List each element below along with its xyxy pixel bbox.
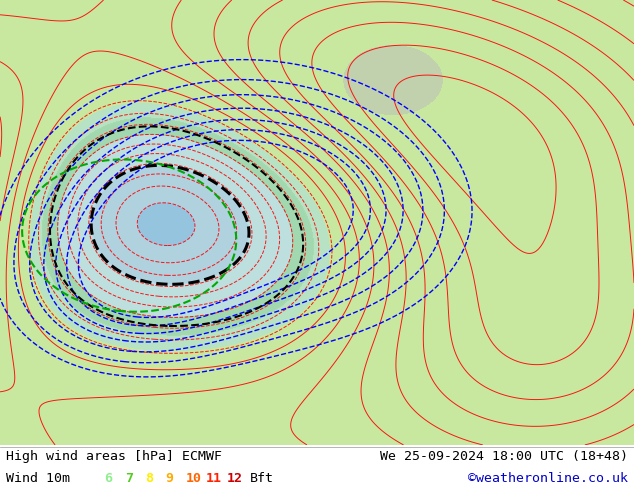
- Text: ©weatheronline.co.uk: ©weatheronline.co.uk: [468, 472, 628, 485]
- Text: 11: 11: [206, 472, 222, 485]
- Text: Bft: Bft: [250, 472, 274, 485]
- Text: 10: 10: [186, 472, 202, 485]
- Text: Wind 10m: Wind 10m: [6, 472, 70, 485]
- Text: High wind areas [hPa] ECMWF: High wind areas [hPa] ECMWF: [6, 450, 223, 463]
- Text: 9: 9: [165, 472, 174, 485]
- Text: We 25-09-2024 18:00 UTC (18+48): We 25-09-2024 18:00 UTC (18+48): [380, 450, 628, 463]
- Text: 8: 8: [145, 472, 153, 485]
- Text: 12: 12: [226, 472, 242, 485]
- Text: 6: 6: [105, 472, 113, 485]
- Text: 7: 7: [125, 472, 133, 485]
